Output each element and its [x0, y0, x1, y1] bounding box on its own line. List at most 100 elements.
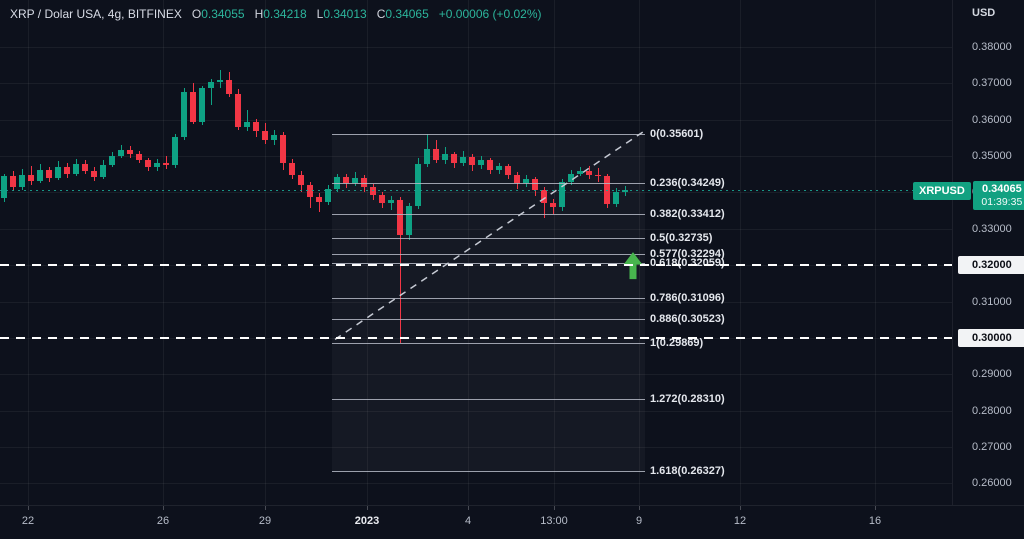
candle	[190, 92, 196, 122]
candle	[172, 137, 178, 165]
candle	[433, 148, 439, 160]
candle	[496, 166, 502, 170]
horizontal-dashed-line[interactable]	[0, 264, 952, 267]
candle	[109, 156, 115, 166]
price-level-label-box: 0.32000	[958, 256, 1024, 275]
candle	[478, 160, 484, 166]
horizontal-gridline	[0, 483, 952, 485]
last-price-label[interactable]: XRPUSD 0.34065 01:39:35	[913, 181, 1024, 211]
candle	[271, 134, 277, 140]
fib-retracement-zone[interactable]	[332, 134, 645, 471]
candle	[550, 202, 556, 207]
time-tick-label: 13:00	[540, 515, 568, 527]
fib-level-label: 0.236(0.34249)	[650, 177, 725, 190]
candle	[613, 192, 619, 205]
last-price-box[interactable]: 0.34065 01:39:35	[972, 181, 1024, 211]
fib-level-line[interactable]	[332, 342, 645, 344]
candle-wick	[165, 156, 167, 169]
candle-wick	[219, 69, 221, 88]
candle	[415, 164, 421, 207]
current-price-line	[0, 190, 952, 192]
candle	[505, 166, 511, 175]
fib-level-line[interactable]	[332, 298, 645, 300]
fib-level-label: 0.618(0.32059)	[650, 257, 725, 270]
fib-level-line[interactable]	[332, 254, 645, 256]
candle-wick	[318, 193, 320, 213]
candle	[82, 164, 88, 171]
candle	[208, 82, 214, 89]
time-axis-tick	[639, 506, 640, 510]
candle	[199, 88, 205, 122]
price-tick-label: 0.31000	[972, 295, 1012, 308]
last-price-symbol-badge[interactable]: XRPUSD	[913, 182, 971, 201]
time-axis-tick	[367, 506, 368, 510]
legend-change: +0.00006 (+0.02%)	[438, 7, 542, 21]
time-tick-label: 22	[21, 515, 35, 527]
candle	[46, 169, 52, 178]
currency-label[interactable]: USD	[972, 7, 996, 19]
candle	[487, 160, 493, 170]
candle	[568, 173, 574, 183]
time-axis-tick	[163, 506, 164, 510]
symbol-title[interactable]: XRP / Dolar USA, 4g, BITFINEX	[10, 7, 182, 21]
candle	[442, 154, 448, 160]
chart-plot-area[interactable]: XRP / Dolar USA, 4g, BITFINEX O0.34055 H…	[0, 0, 952, 505]
legend-low: L0.34013	[317, 7, 367, 21]
fib-level-line[interactable]	[332, 213, 645, 215]
vertical-gridline	[265, 0, 266, 505]
open-label: O	[191, 7, 202, 21]
close-label: C	[376, 7, 386, 21]
horizontal-gridline	[0, 374, 952, 376]
fib-level-line[interactable]	[332, 399, 645, 401]
candle	[10, 175, 16, 187]
candle	[451, 154, 457, 163]
close-value: 0.34065	[385, 7, 429, 21]
fib-level-line[interactable]	[332, 318, 645, 320]
candle	[388, 199, 394, 204]
candle	[1, 175, 7, 198]
candle	[217, 79, 223, 83]
vertical-gridline	[163, 0, 164, 505]
high-value: 0.34218	[263, 7, 307, 21]
horizontal-gridline	[0, 446, 952, 448]
candle	[91, 170, 97, 178]
price-tick-label: 0.35000	[972, 150, 1012, 163]
candle	[127, 149, 133, 155]
candle	[37, 169, 43, 181]
candle	[145, 160, 151, 167]
price-tick-label: 0.27000	[972, 440, 1012, 453]
candle	[253, 122, 259, 131]
time-tick-label: 26	[156, 515, 170, 527]
fib-level-label: 0.5(0.32735)	[650, 232, 713, 245]
candle	[469, 156, 475, 166]
fib-level-label: 0.886(0.30523)	[650, 312, 725, 325]
candle	[325, 188, 331, 202]
fib-level-line[interactable]	[332, 134, 645, 136]
time-tick-label: 29	[258, 515, 272, 527]
fib-level-line[interactable]	[332, 238, 645, 240]
time-axis[interactable]: 22 26 29 2023 4 13:00 9 12 16	[0, 505, 1024, 539]
candle-wick	[246, 110, 248, 131]
candle	[118, 149, 124, 157]
candle	[541, 189, 547, 203]
horizontal-dashed-line[interactable]	[0, 336, 952, 339]
fib-level-label: 0(0.35601)	[650, 128, 704, 141]
candle-wick	[210, 78, 212, 106]
price-tick-label: 0.38000	[972, 40, 1012, 53]
candle	[181, 92, 187, 138]
low-value: 0.34013	[323, 7, 367, 21]
fib-level-line[interactable]	[332, 471, 645, 473]
horizontal-gridline	[0, 119, 952, 121]
legend-high: H0.34218	[255, 7, 307, 21]
time-tick-label: 12	[733, 515, 747, 527]
candle	[73, 164, 79, 175]
candle	[100, 165, 106, 178]
high-label: H	[254, 7, 264, 21]
horizontal-gridline	[0, 46, 952, 48]
time-axis-tick	[468, 506, 469, 510]
fib-level-line[interactable]	[332, 183, 645, 185]
candle	[64, 166, 70, 175]
price-tick-label: 0.29000	[972, 368, 1012, 381]
legend-close: C0.34065	[377, 7, 429, 21]
price-axis[interactable]: USD 0.380000.370000.360000.350000.340000…	[952, 0, 1024, 505]
